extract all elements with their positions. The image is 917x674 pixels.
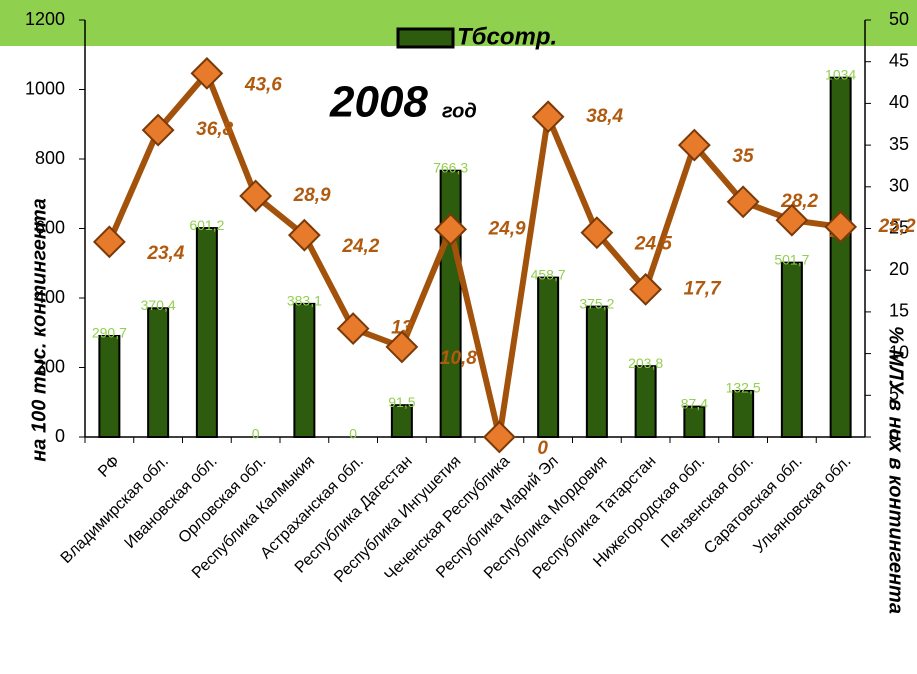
y-axis-label: на 100 тыс. контингента xyxy=(28,198,50,462)
x-tick-label: Ивановская обл. xyxy=(122,453,221,552)
y2-tick-label: 45 xyxy=(889,50,909,70)
bar-value-label: 91,5 xyxy=(388,394,415,410)
chart-title-suffix: год xyxy=(442,100,477,122)
y2-tick-label: 5 xyxy=(889,384,899,404)
line-value-label: 25,2 xyxy=(878,216,916,237)
y2-tick-label: 40 xyxy=(889,92,909,112)
line-value-label: 36,8 xyxy=(196,119,233,140)
bar xyxy=(732,389,755,438)
bar xyxy=(537,276,560,438)
x-tick-label: Ульяновская обл. xyxy=(751,453,855,557)
line-marker xyxy=(482,420,516,454)
line-value-label: 24,5 xyxy=(634,234,672,255)
y2-tick-label: 15 xyxy=(889,301,909,321)
bar-value-label: 132,5 xyxy=(726,380,761,396)
legend-swatch xyxy=(396,27,455,49)
bar-value-label: 766,3 xyxy=(433,159,468,175)
bar-value-label: 87,4 xyxy=(681,395,708,411)
y2-tick-label: 0 xyxy=(889,426,899,446)
line-marker xyxy=(239,179,273,213)
bar xyxy=(293,302,316,438)
bar xyxy=(683,405,706,439)
bar xyxy=(195,227,218,438)
y2-tick-label: 10 xyxy=(889,342,909,362)
y-tick-label: 800 xyxy=(35,148,65,168)
line-value-label: 13 xyxy=(391,318,413,339)
bar xyxy=(439,169,462,438)
bar xyxy=(98,334,121,438)
line xyxy=(106,70,842,440)
line-marker xyxy=(92,225,126,259)
x-tick-label: Орловская обл. xyxy=(175,453,269,547)
line-marker xyxy=(385,330,419,364)
line-marker xyxy=(775,203,809,237)
bar-value-label: 1034 xyxy=(825,66,856,82)
line-marker xyxy=(190,56,224,90)
x-tick-label: РФ xyxy=(95,453,123,481)
line-marker xyxy=(824,210,858,244)
line-marker xyxy=(629,272,663,306)
bar-value-label: 0 xyxy=(252,426,260,442)
bar-value-label: 501,7 xyxy=(774,251,809,267)
line-value-label: 23,4 xyxy=(146,243,184,264)
line-value-label: 38,4 xyxy=(586,106,623,127)
bar xyxy=(585,305,608,439)
bar-value-label: 383,1 xyxy=(287,293,322,309)
y2-tick-label: 20 xyxy=(889,259,909,279)
bar xyxy=(147,307,170,439)
line-marker xyxy=(726,185,760,219)
y2-tick-label: 25 xyxy=(889,217,909,237)
y-tick-label: 200 xyxy=(35,356,65,376)
line-marker xyxy=(677,128,711,162)
bar-value-label: 370,4 xyxy=(141,297,176,313)
chart-title: 2008 xyxy=(329,78,428,127)
y2-axis-label: % МЛУ в них в контингента xyxy=(885,326,907,614)
legend-label: Тбсотр. xyxy=(457,23,557,50)
bar-value-label: 375,2 xyxy=(579,295,614,311)
y2-tick-label: 35 xyxy=(889,134,909,154)
bar-value-label: 0 xyxy=(349,426,357,442)
y2-tick-label: 50 xyxy=(889,9,909,29)
bar-value-label: 203,8 xyxy=(628,355,663,371)
bar-value-label: 290,7 xyxy=(92,325,127,341)
line-marker xyxy=(141,113,175,147)
bar xyxy=(634,365,657,439)
y-tick-label: 1000 xyxy=(25,78,65,98)
line-value-label: 0 xyxy=(537,438,548,459)
line-value-label: 10,8 xyxy=(440,348,477,369)
y-tick-label: 600 xyxy=(35,217,65,237)
y2-tick-label: 30 xyxy=(889,176,909,196)
line-marker xyxy=(531,100,565,134)
line-value-label: 24,9 xyxy=(488,218,526,239)
line-value-label: 35 xyxy=(732,146,754,167)
line-value-label: 28,9 xyxy=(293,185,331,206)
bar xyxy=(780,261,803,438)
bar xyxy=(829,76,852,438)
bar-value-label: 601,2 xyxy=(189,217,224,233)
line-value-label: 17,7 xyxy=(684,278,722,299)
plot: 0 200 400 600 800 1000 1200 0 5 10 15 20 25 30 35 40 45 5… xyxy=(25,9,916,586)
x-tick-label: Пензенская обл. xyxy=(658,453,757,552)
bar-value-label: 458,7 xyxy=(531,266,566,282)
line-marker xyxy=(580,216,614,250)
line-marker xyxy=(287,218,321,252)
line-marker xyxy=(336,312,370,345)
y-tick-label: 400 xyxy=(35,287,65,307)
line-value-label: 28,2 xyxy=(780,191,818,212)
y-tick-label: 1200 xyxy=(25,9,65,29)
line-marker xyxy=(434,212,468,246)
legend-band xyxy=(0,0,917,46)
bar xyxy=(390,404,413,438)
y-tick-label: 0 xyxy=(55,426,65,446)
line-value-label: 43,6 xyxy=(244,74,282,95)
line-value-label: 24,2 xyxy=(341,236,379,257)
